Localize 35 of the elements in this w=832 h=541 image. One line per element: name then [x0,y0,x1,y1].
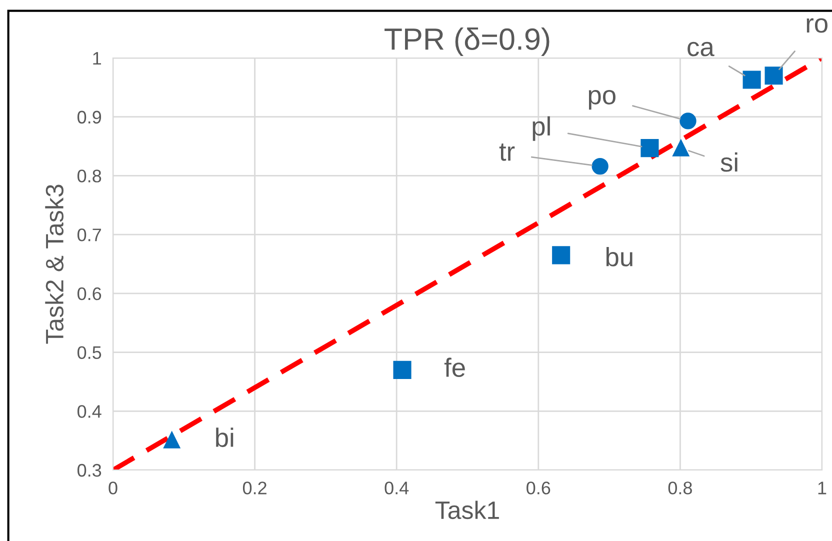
point [164,432,180,448]
point [742,70,761,89]
x-tick-label: 0.6 [526,482,550,494]
text: tr [499,144,515,161]
point [552,246,570,264]
point [640,139,659,158]
point [764,66,783,85]
series-label: ro [806,18,828,33]
series-label: bi [216,428,234,448]
point [672,140,690,156]
chart-title: TPR (δ=0.9) [384,28,550,56]
x-tick-label: 0 [108,482,118,494]
series-label: fe [444,358,465,378]
y-tick-label: 0.6 [77,287,102,300]
y-tick-label: 0.5 [77,346,102,360]
series-label: bu [606,247,632,266]
point [393,360,412,379]
series-label: si [720,152,738,172]
x-tick-label: 0.2 [242,482,266,494]
y-tick-label: 0.3 [77,464,102,477]
y-tick-label: 0.4 [77,405,102,418]
y-tick-label: 0.7 [77,228,101,242]
point [592,158,608,175]
point [680,112,696,130]
x-tick-label: 0.8 [668,482,692,494]
series-label: ca [688,42,714,56]
y-tick-label: 1 [93,52,102,65]
text: pl [532,116,550,141]
text: po [588,90,616,110]
x-tick-label: 0.4 [384,482,409,494]
x-tick-label: 1 [818,482,826,494]
x-axis-title: Task1 [435,500,499,520]
y-axis-title: Task2 & Task3 [45,184,64,344]
y-tick-label: 0.9 [77,110,102,124]
y-tick-label: 0.8 [77,170,102,182]
